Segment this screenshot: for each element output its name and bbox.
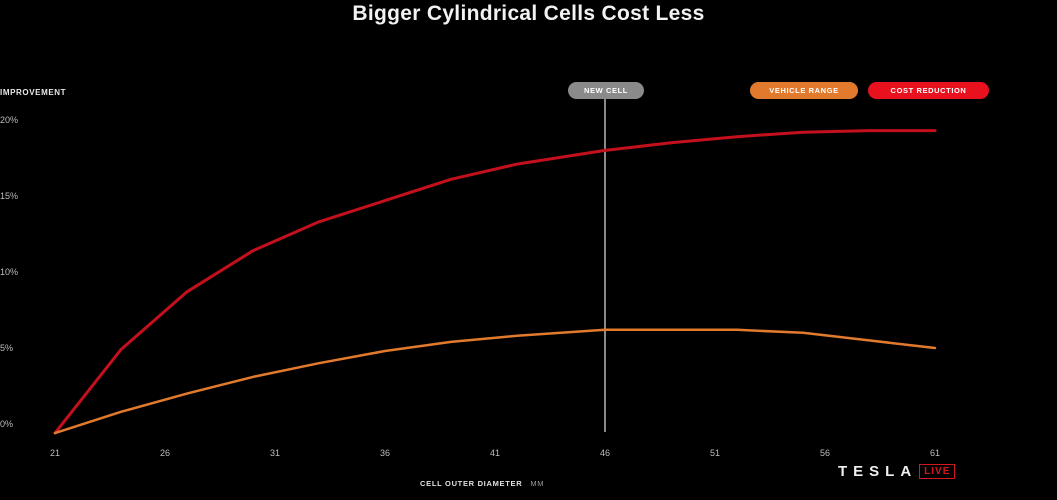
x-axis-unit: MM xyxy=(530,479,545,488)
y-axis-label: IMPROVEMENT xyxy=(0,88,66,97)
legend-vehicle-range: VEHICLE RANGE xyxy=(750,82,858,99)
x-tick-label: 21 xyxy=(50,448,60,458)
brand-name: TESLA xyxy=(838,463,918,480)
x-tick-label: 41 xyxy=(490,448,500,458)
y-tick-label: 5% xyxy=(0,343,13,353)
y-tick-label: 15% xyxy=(0,191,18,201)
x-tick-label: 61 xyxy=(930,448,940,458)
chart-title: Bigger Cylindrical Cells Cost Less xyxy=(352,2,705,25)
y-tick-label: 0% xyxy=(0,419,13,429)
series-line-cost-reduction xyxy=(53,129,937,435)
new-cell-label: NEW CELL xyxy=(568,82,644,99)
legend-cost-reduction: COST REDUCTION xyxy=(868,82,989,99)
x-axis-label: CELL OUTER DIAMETER xyxy=(420,479,523,488)
x-axis-title: CELL OUTER DIAMETER MM xyxy=(420,479,544,488)
x-tick-label: 31 xyxy=(270,448,280,458)
series-line-vehicle-range xyxy=(53,328,937,435)
y-tick-label: 20% xyxy=(0,115,18,125)
x-tick-label: 36 xyxy=(380,448,390,458)
x-tick-label: 46 xyxy=(600,448,610,458)
y-tick-label: 10% xyxy=(0,267,18,277)
live-badge: LIVE xyxy=(919,464,956,479)
tesla-live-logo: TESLA LIVE xyxy=(838,463,956,480)
x-tick-label: 26 xyxy=(160,448,170,458)
x-tick-label: 56 xyxy=(820,448,830,458)
x-tick-label: 51 xyxy=(710,448,720,458)
